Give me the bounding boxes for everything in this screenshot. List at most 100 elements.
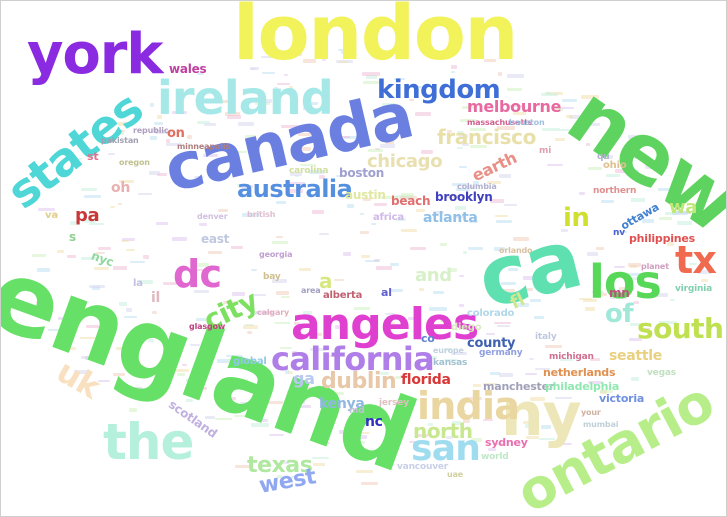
speck [276, 235, 283, 239]
speck [497, 324, 511, 328]
speck [281, 295, 290, 299]
speck [700, 278, 708, 283]
word-nc: nc [365, 414, 383, 430]
speck [416, 208, 425, 213]
word-vegas: vegas [647, 368, 676, 378]
speck [245, 135, 257, 138]
word-wales: wales [169, 62, 207, 76]
speck [658, 216, 673, 221]
speck [462, 106, 477, 109]
word-francisco: francisco [437, 125, 536, 149]
speck [499, 173, 511, 178]
speck [222, 300, 236, 304]
speck [387, 440, 398, 444]
speck [368, 149, 384, 152]
speck [56, 249, 64, 254]
speck [514, 302, 530, 307]
word-italy: italy [535, 332, 557, 342]
speck [250, 294, 266, 297]
word-in: in [563, 203, 590, 233]
speck [359, 212, 364, 216]
speck [341, 50, 349, 55]
speck [528, 358, 534, 361]
speck [380, 195, 398, 199]
speck [273, 321, 290, 325]
speck [447, 447, 453, 450]
speck [273, 86, 279, 91]
word-vancouver: vancouver [397, 462, 449, 472]
speck [401, 228, 417, 233]
speck [534, 367, 550, 371]
speck [627, 134, 639, 139]
word-orlando: orlando [499, 246, 533, 255]
speck [74, 157, 83, 160]
speck [203, 153, 219, 158]
speck [375, 265, 392, 270]
speck [232, 292, 246, 296]
speck [338, 430, 349, 434]
speck [701, 262, 708, 266]
speck [276, 201, 287, 205]
speck [522, 287, 534, 292]
speck [630, 377, 639, 381]
speck [289, 172, 302, 176]
speck [497, 126, 515, 130]
word-york: york [27, 22, 163, 87]
speck [194, 268, 209, 272]
speck [401, 49, 407, 52]
speck [472, 181, 479, 185]
speck [676, 221, 693, 226]
speck [334, 278, 344, 282]
speck [119, 130, 126, 133]
speck [640, 328, 650, 332]
speck [291, 351, 304, 356]
speck [539, 437, 555, 441]
speck [112, 266, 127, 270]
word-colorado: colorado [467, 308, 515, 319]
word-tx: tx [675, 238, 717, 282]
speck [298, 132, 311, 137]
speck [119, 302, 128, 306]
speck [588, 166, 603, 171]
speck [462, 419, 471, 423]
speck [218, 208, 228, 213]
speck [507, 105, 524, 108]
word-massachusetts: massachusetts [467, 118, 533, 127]
speck [256, 418, 269, 423]
speck [629, 173, 644, 177]
speck [495, 214, 509, 217]
speck [432, 211, 445, 214]
speck [483, 382, 497, 386]
speck [452, 182, 467, 186]
speck [459, 304, 464, 308]
speck [181, 363, 188, 366]
word-of: of [605, 299, 634, 329]
word-san: san [411, 428, 481, 469]
word-st: st [87, 150, 99, 163]
speck [547, 163, 563, 167]
speck [444, 359, 458, 362]
speck [240, 185, 253, 188]
word-australia: australia [237, 175, 353, 203]
speck [80, 257, 99, 261]
word-india: india [417, 384, 520, 428]
speck [312, 333, 323, 337]
speck [465, 396, 483, 401]
speck [469, 220, 478, 223]
speck [461, 142, 469, 147]
speck [226, 115, 242, 120]
speck [354, 307, 370, 311]
word-seattle: seattle [609, 348, 662, 364]
speck [689, 263, 698, 266]
speck [220, 397, 236, 401]
speck [271, 53, 288, 57]
speck [400, 193, 414, 197]
word-ohio: ohio [603, 160, 627, 171]
speck [290, 53, 302, 57]
speck [360, 231, 369, 235]
speck [293, 322, 300, 325]
speck [671, 211, 689, 216]
speck [205, 415, 215, 419]
speck [380, 144, 396, 148]
speck [489, 372, 501, 375]
